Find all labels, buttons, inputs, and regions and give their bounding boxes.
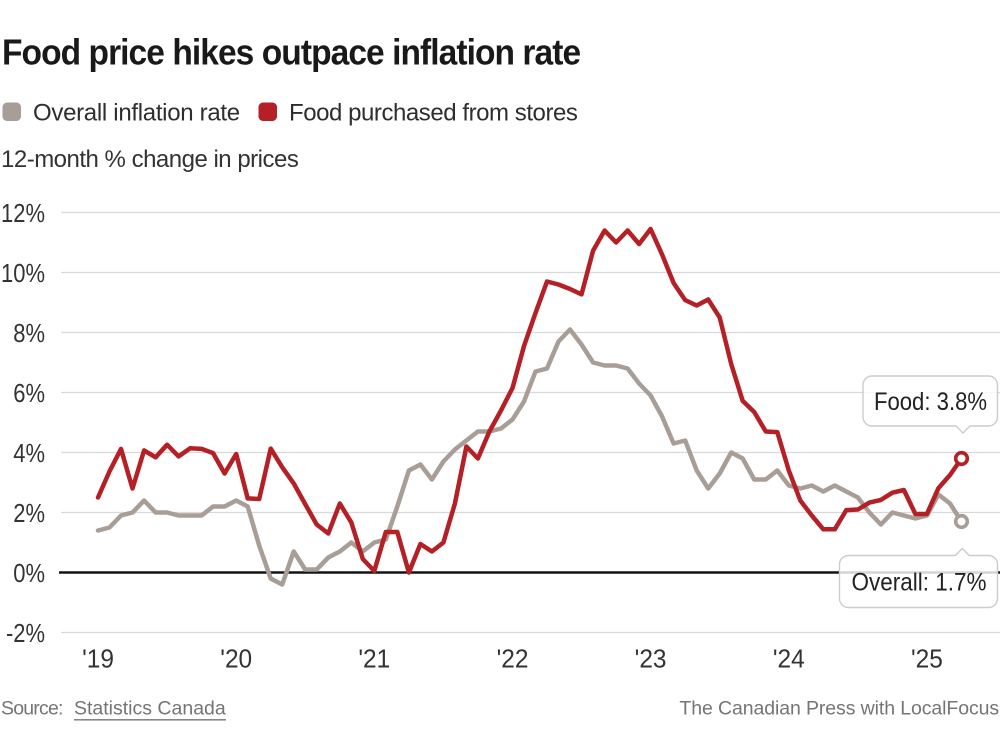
svg-text:4%: 4% bbox=[13, 439, 45, 468]
svg-text:12%: 12% bbox=[1, 199, 45, 228]
svg-text:10%: 10% bbox=[1, 259, 45, 288]
svg-text:Statistics Canada: Statistics Canada bbox=[74, 698, 226, 720]
svg-text:12-month % change in prices: 12-month % change in prices bbox=[1, 146, 299, 173]
svg-text:0%: 0% bbox=[13, 559, 45, 588]
svg-text:Source:: Source: bbox=[1, 698, 63, 720]
svg-text:'23: '23 bbox=[635, 645, 667, 674]
svg-text:'22: '22 bbox=[497, 645, 529, 674]
svg-text:'20: '20 bbox=[220, 645, 252, 674]
svg-text:Overall: 1.7%: Overall: 1.7% bbox=[852, 568, 987, 596]
svg-text:Food: 3.8%: Food: 3.8% bbox=[874, 389, 987, 417]
svg-text:2%: 2% bbox=[13, 499, 45, 528]
svg-text:'19: '19 bbox=[82, 645, 114, 674]
svg-text:'25: '25 bbox=[911, 645, 943, 674]
svg-text:'24: '24 bbox=[773, 645, 805, 674]
svg-text:Food purchased from stores: Food purchased from stores bbox=[289, 99, 578, 126]
svg-text:Food price hikes outpace infla: Food price hikes outpace inflation rate bbox=[2, 33, 581, 72]
svg-text:-2%: -2% bbox=[6, 619, 45, 648]
svg-text:Overall inflation rate: Overall inflation rate bbox=[33, 99, 240, 126]
svg-text:The Canadian Press with LocalF: The Canadian Press with LocalFocus bbox=[679, 698, 999, 720]
svg-text:6%: 6% bbox=[13, 379, 45, 408]
svg-text:8%: 8% bbox=[13, 319, 45, 348]
svg-text:'21: '21 bbox=[358, 645, 390, 674]
